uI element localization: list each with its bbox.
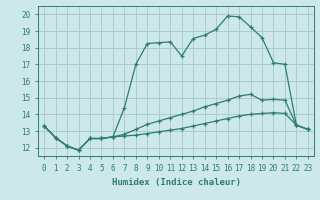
X-axis label: Humidex (Indice chaleur): Humidex (Indice chaleur) <box>111 178 241 187</box>
